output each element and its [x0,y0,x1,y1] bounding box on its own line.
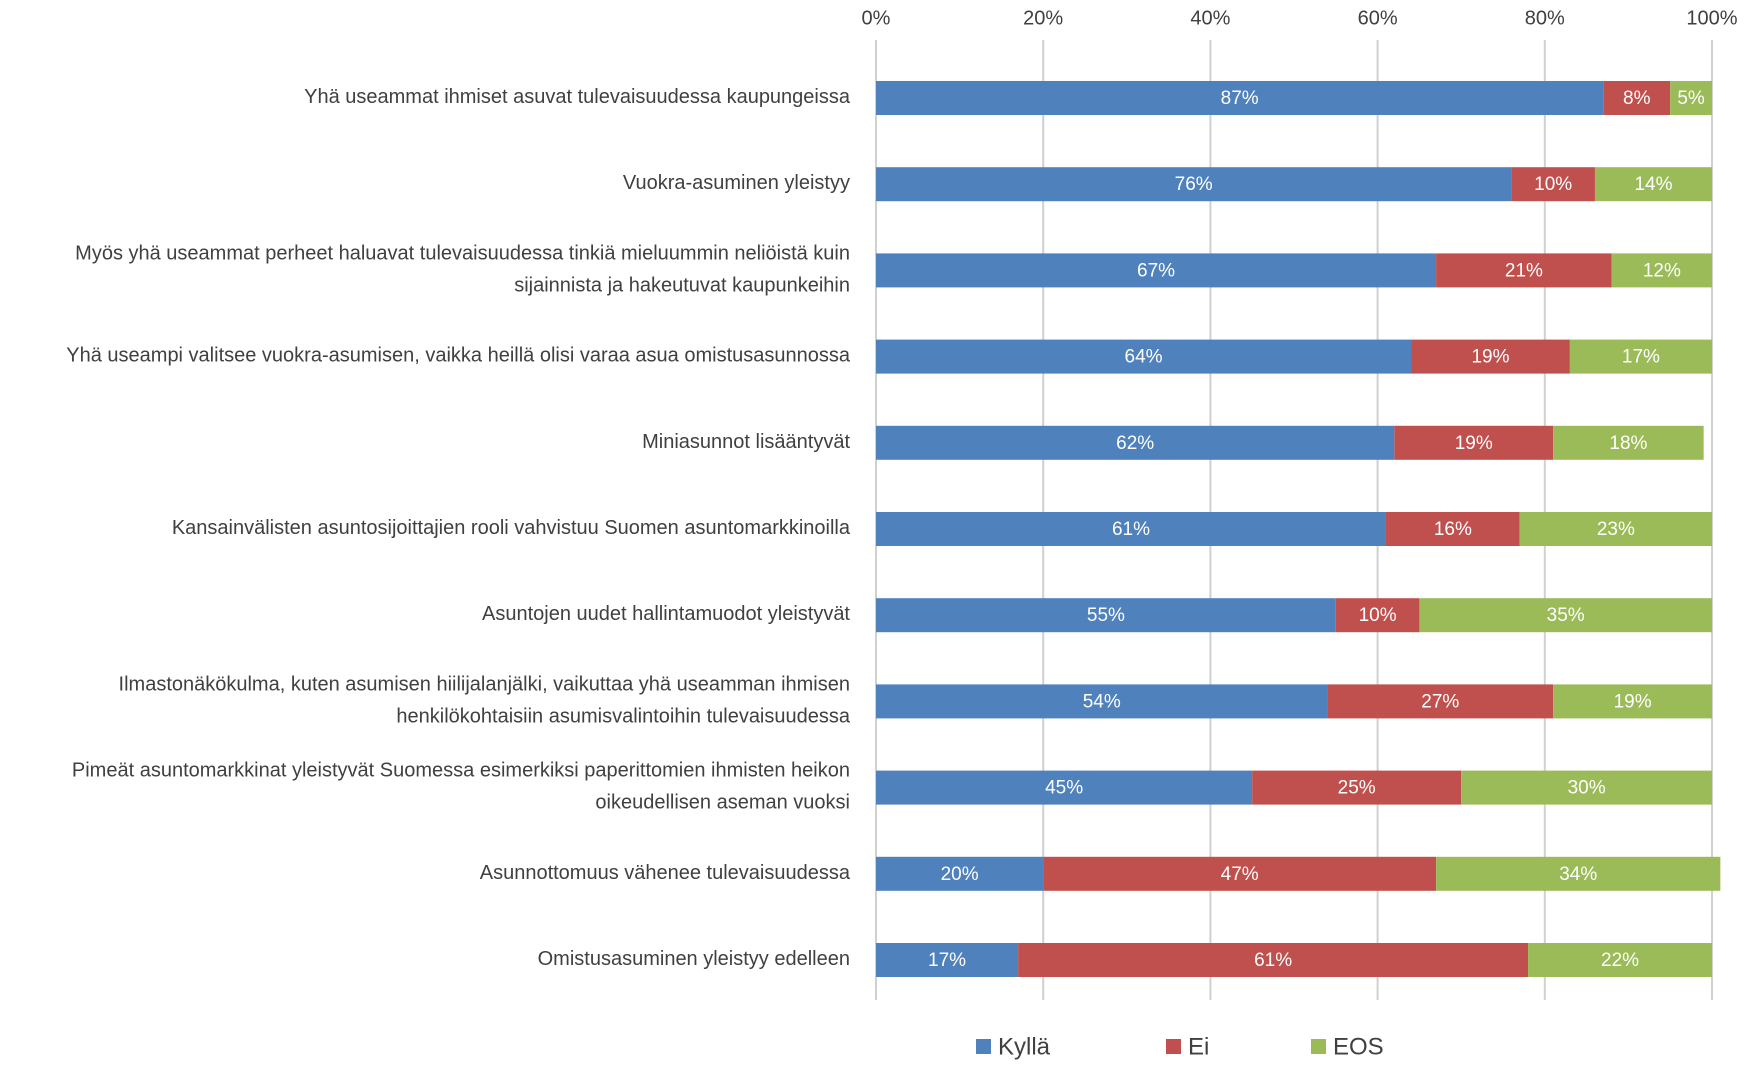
x-tick-label: 100% [1686,7,1737,29]
category-label: Yhä useampi valitsee vuokra-asumisen, va… [66,345,851,367]
legend-label: EOS [1333,1033,1384,1060]
bar-segment [1394,425,1554,460]
category-label: Omistusasuminen yleistyy edelleen [538,948,850,970]
bar-segment [1528,943,1712,977]
value-label: 47% [1221,864,1259,885]
value-label: 10% [1534,174,1572,195]
bar-segment [1603,81,1671,115]
value-label: 54% [1083,691,1121,712]
category-label: Asuntojen uudet hallintamuodot yleistyvä… [482,603,850,625]
category-label: Myös yhä useammat perheet haluavat tulev… [75,243,850,297]
bar-segment [1411,339,1570,374]
category-label: Kansainvälisten asuntosijoittajien rooli… [172,517,851,539]
value-label: 21% [1505,260,1543,281]
bar-segment [1436,856,1721,891]
value-label: 76% [1175,174,1213,195]
value-label: 10% [1359,605,1397,626]
bar-segment [876,856,1044,891]
bar-segment [1519,512,1712,546]
bar-segment [1569,339,1712,374]
legend-swatch [1311,1039,1326,1054]
value-label: 16% [1434,519,1472,540]
bar-segment [1461,770,1712,805]
category-label: Ilmastonäkökulma, kuten asumisen hiilija… [119,674,851,728]
value-label: 34% [1559,864,1597,885]
value-label: 14% [1634,174,1672,195]
value-label: 18% [1609,433,1647,454]
value-label: 19% [1471,347,1509,368]
value-label: 19% [1455,433,1493,454]
category-label: Asunnottomuus vähenee tulevaisuudessa [480,862,851,884]
bar-segment [1436,253,1612,288]
bar-segment [1611,253,1712,288]
bar-segment [876,512,1386,546]
legend-label: Ei [1188,1033,1209,1060]
value-label: 55% [1087,605,1125,626]
x-tick-label: 60% [1358,7,1398,29]
value-label: 25% [1338,778,1376,799]
category-label: Yhä useammat ihmiset asuvat tulevaisuude… [304,86,851,108]
value-label: 12% [1643,260,1681,281]
bar-segment [1043,856,1437,891]
legend-label: Kyllä [998,1033,1051,1060]
bar-segment [1385,512,1520,546]
bar-segment [1670,81,1712,115]
bar-segment [876,598,1336,633]
value-label: 19% [1614,691,1652,712]
category-label: Miniasunnot lisääntyvät [642,431,850,453]
bar-segment [1252,770,1462,805]
bar-segment [876,770,1253,805]
value-label: 35% [1547,605,1585,626]
bar-segment [876,684,1328,719]
value-label: 8% [1623,88,1651,109]
bar-segment [1511,167,1595,202]
category-label: Vuokra-asuminen yleistyy [623,172,850,194]
value-label: 23% [1597,519,1635,540]
value-label: 45% [1045,778,1083,799]
value-label: 87% [1221,88,1259,109]
value-label: 27% [1421,691,1459,712]
x-tick-label: 0% [862,7,891,29]
value-label: 5% [1677,88,1705,109]
value-label: 67% [1137,260,1175,281]
bar-segment [1335,598,1420,633]
legend-swatch [1166,1039,1181,1054]
value-label: 61% [1254,950,1292,971]
value-label: 61% [1112,519,1150,540]
x-tick-label: 20% [1023,7,1063,29]
x-tick-label: 80% [1525,7,1565,29]
bar-segment [1594,167,1712,202]
value-label: 17% [1622,347,1660,368]
x-tick-label: 40% [1190,7,1230,29]
bar-segment [1419,598,1712,633]
value-label: 64% [1125,347,1163,368]
bar-segment [876,943,1019,977]
value-label: 30% [1568,778,1606,799]
bar-segment [876,425,1395,460]
bar-segment [1553,684,1712,719]
value-label: 62% [1116,433,1154,454]
category-label: Pimeät asuntomarkkinat yleistyvät Suomes… [72,760,850,814]
bar-segment [1018,943,1529,977]
bar-segment [1327,684,1554,719]
bar-segment [876,167,1512,202]
value-label: 20% [941,864,979,885]
bar-segment [1553,425,1704,460]
bar-segment [876,81,1604,115]
bar-segment [876,253,1437,288]
legend-swatch [976,1039,991,1054]
value-label: 22% [1601,950,1639,971]
bar-segment [876,339,1412,374]
value-label: 17% [928,950,966,971]
